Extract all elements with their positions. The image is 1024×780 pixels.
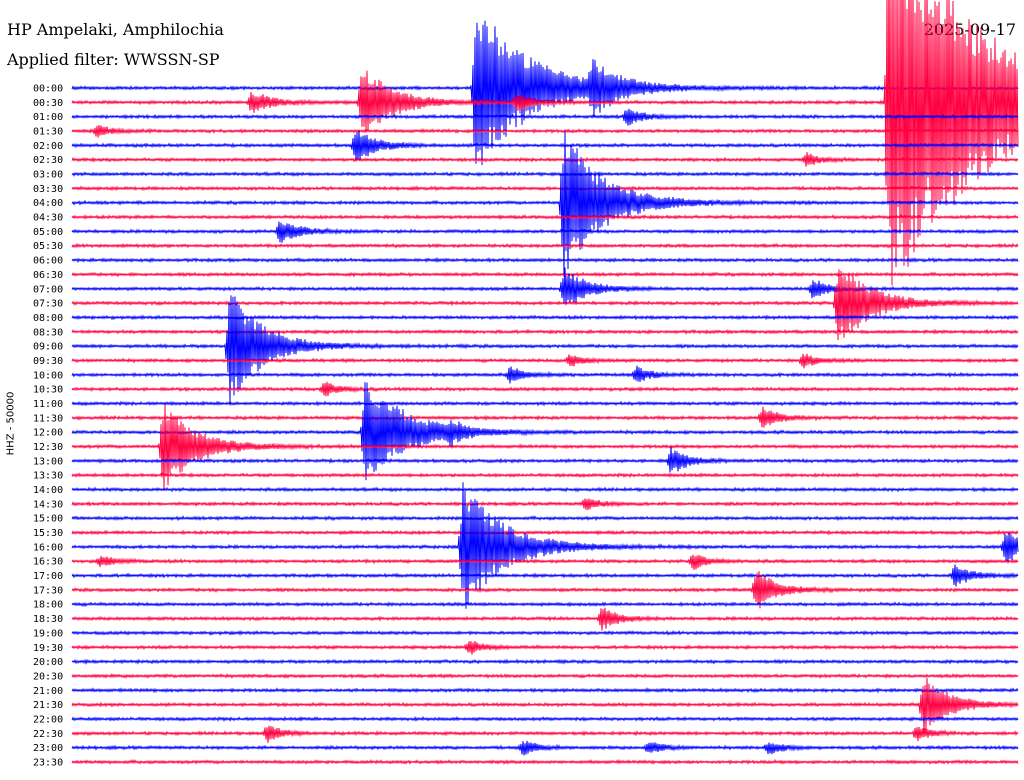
trace-1200 [71, 382, 1019, 481]
trace-0330 [71, 185, 1019, 192]
row-label-1500: 15:00 [33, 514, 63, 525]
row-label-1200: 12:00 [33, 428, 63, 439]
trace-1830 [71, 607, 1019, 631]
row-label-0700: 07:00 [33, 284, 63, 295]
trace-0630 [71, 271, 1019, 278]
trace-2330 [71, 758, 1019, 765]
row-label-1030: 10:30 [33, 385, 63, 396]
filter-label: Applied filter: WWSSN-SP [7, 50, 220, 69]
row-label-2330: 23:30 [33, 757, 63, 768]
trace-1930 [71, 640, 1019, 655]
trace-0900 [71, 295, 1019, 406]
trace-1100 [71, 400, 1019, 407]
trace-1230 [71, 404, 1019, 491]
trace-2100 [71, 687, 1019, 694]
row-label-0130: 01:30 [33, 127, 63, 138]
trace-2230 [71, 725, 1019, 743]
row-label-1430: 14:30 [33, 499, 63, 510]
row-label-0900: 09:00 [33, 342, 63, 353]
row-label-2300: 23:00 [33, 743, 63, 754]
trace-0600 [71, 256, 1019, 264]
trace-1400 [71, 486, 1019, 493]
row-label-0400: 04:00 [33, 198, 63, 209]
row-label-0800: 08:00 [33, 313, 63, 324]
trace-0030 [71, 0, 1019, 286]
row-label-0530: 05:30 [33, 241, 63, 252]
trace-1730 [71, 571, 1019, 609]
trace-1500 [71, 515, 1019, 522]
trace-2200 [71, 715, 1019, 722]
trace-0000 [71, 20, 1019, 166]
row-label-0500: 05:00 [33, 227, 63, 238]
row-label-2100: 21:00 [33, 686, 63, 697]
row-label-0230: 02:30 [33, 155, 63, 166]
row-label-1700: 17:00 [33, 571, 63, 582]
row-label-0630: 06:30 [33, 270, 63, 281]
trace-0200 [71, 130, 1019, 162]
row-label-1800: 18:00 [33, 600, 63, 611]
row-label-1300: 13:00 [33, 456, 63, 467]
row-label-1830: 18:30 [33, 614, 63, 625]
row-label-1000: 10:00 [33, 370, 63, 381]
row-label-2230: 22:30 [33, 729, 63, 740]
row-label-0000: 00:00 [33, 84, 63, 95]
trace-1900 [71, 629, 1019, 637]
row-label-1530: 15:30 [33, 528, 63, 539]
row-label-1330: 13:30 [33, 471, 63, 482]
trace-0400 [71, 131, 1019, 278]
trace-0700 [71, 267, 1019, 305]
row-label-1930: 19:30 [33, 643, 63, 654]
row-label-1230: 12:30 [33, 442, 63, 453]
trace-0930 [71, 353, 1019, 369]
row-label-0330: 03:30 [33, 184, 63, 195]
row-label-0100: 01:00 [33, 112, 63, 123]
trace-1130 [71, 406, 1019, 428]
row-label-1100: 11:00 [33, 399, 63, 410]
trace-1530 [71, 529, 1019, 536]
row-label-1130: 11:30 [33, 413, 63, 424]
trace-0300 [71, 170, 1019, 178]
trace-2000 [71, 658, 1019, 665]
trace-0130 [71, 124, 1019, 138]
row-label-1730: 17:30 [33, 585, 63, 596]
row-label-0730: 07:30 [33, 299, 63, 310]
row-label-0600: 06:00 [33, 256, 63, 267]
row-label-2030: 20:30 [33, 671, 63, 682]
row-label-0030: 00:30 [33, 98, 63, 109]
trace-2300 [71, 740, 1019, 756]
row-label-0930: 09:30 [33, 356, 63, 367]
row-label-2200: 22:00 [33, 714, 63, 725]
trace-1600 [71, 482, 1019, 609]
trace-0430 [71, 213, 1019, 221]
trace-0830 [71, 328, 1019, 335]
station-title: HP Ampelaki, Amphilochia [7, 20, 224, 39]
trace-0530 [71, 242, 1019, 249]
trace-1800 [71, 601, 1019, 608]
trace-0230 [71, 152, 1019, 167]
row-label-0430: 04:30 [33, 213, 63, 224]
trace-1430 [71, 498, 1019, 511]
trace-0800 [71, 314, 1019, 321]
trace-0100 [71, 108, 1019, 126]
trace-1330 [71, 472, 1019, 479]
row-label-2000: 20:00 [33, 657, 63, 668]
trace-1630 [71, 554, 1019, 571]
row-label-0830: 08:30 [33, 327, 63, 338]
trace-2030 [71, 672, 1019, 680]
trace-0500 [71, 221, 1019, 243]
trace-1000 [71, 365, 1019, 384]
row-label-1630: 16:30 [33, 557, 63, 568]
row-label-2130: 21:30 [33, 700, 63, 711]
trace-1030 [71, 381, 1019, 397]
trace-0730 [71, 269, 1019, 341]
row-label-0200: 02:00 [33, 141, 63, 152]
row-label-1400: 14:00 [33, 485, 63, 496]
row-label-0300: 03:00 [33, 170, 63, 181]
trace-2130 [71, 677, 1019, 734]
row-label-1600: 16:00 [33, 542, 63, 553]
row-label-1900: 19:00 [33, 628, 63, 639]
trace-1700 [71, 564, 1019, 587]
trace-1300 [71, 447, 1019, 473]
